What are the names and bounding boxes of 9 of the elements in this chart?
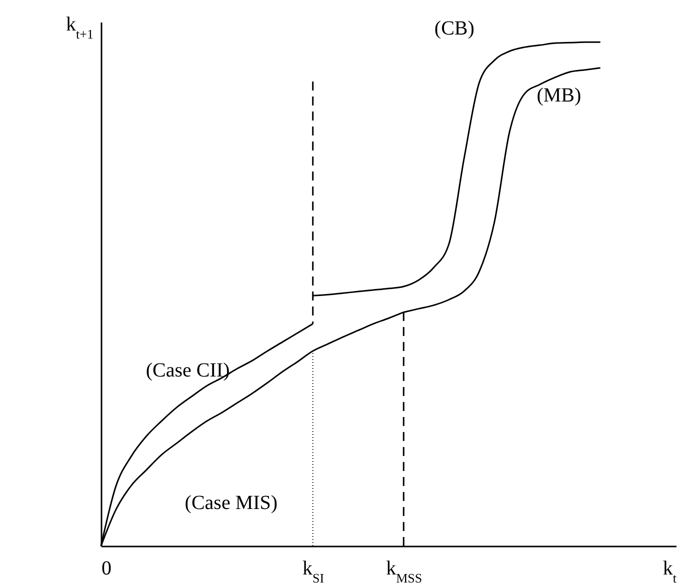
series-label: (Case CII) — [146, 359, 230, 382]
text: (Case MIS) — [184, 492, 278, 514]
x-axis-title: k$_{t}$ — [662, 558, 677, 585]
x-tick-label: 0 — [102, 558, 112, 580]
series-label: (MB) — [536, 84, 582, 106]
y-axis-title: k$_{t+1}$ — [66, 14, 94, 41]
series-label: (CB) — [434, 17, 474, 40]
x-tick-label: k$_{SI}$ — [302, 558, 324, 585]
x-tick-label: k$_{MSS}$ — [386, 558, 422, 585]
